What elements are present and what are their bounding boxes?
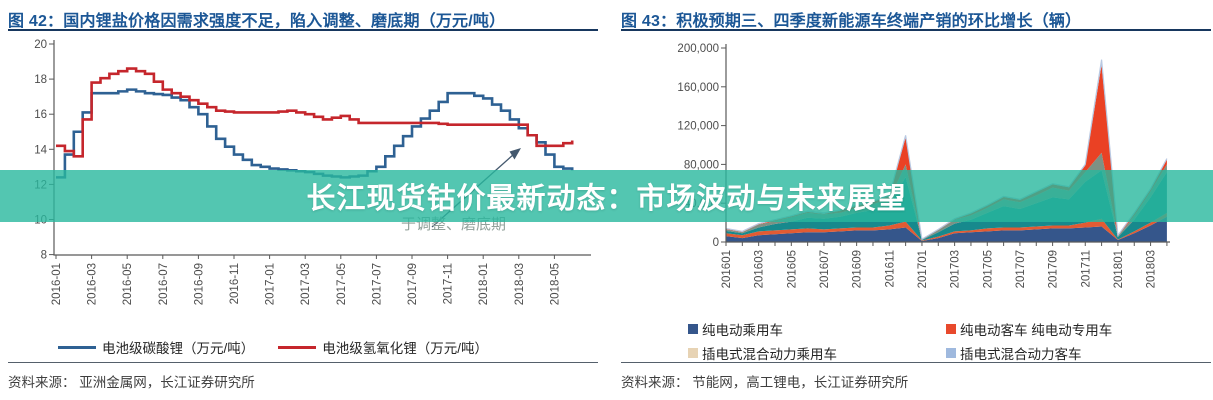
x-axis-label: 2017-05 xyxy=(336,263,348,305)
y-axis-label: 8 xyxy=(41,250,47,262)
legend-swatch xyxy=(688,348,698,358)
area-layer-2 xyxy=(726,170,1167,241)
left-source-text: 资料来源： 亚洲金属网，长江证券研究所 xyxy=(8,375,255,390)
x-axis-label: 2016-05 xyxy=(122,263,134,305)
left-chart-legend: 电池级碳酸锂（万元/吨） 电池级氢氧化锂（万元/吨） xyxy=(58,337,512,357)
legend-label: 纯电动客车 纯电动专用车 xyxy=(960,323,1113,338)
legend-item: 插电式混合动力乘用车 xyxy=(688,343,946,363)
legend-label: 纯电动乘用车 xyxy=(702,323,783,338)
y-axis-label: 160,000 xyxy=(677,82,719,94)
legend-swatch xyxy=(946,324,956,334)
right-chart-legend: 纯电动乘用车 纯电动客车 纯电动专用车插电式混合动力乘用车 插电式混合动力客车 xyxy=(688,319,1112,363)
x-axis-label: 201701 xyxy=(917,250,929,288)
x-axis-label: 2016-09 xyxy=(193,263,205,305)
right-figure-title: 图 43：积极预期三、四季度新能源车终端产销的环比增长（辆） xyxy=(621,13,1082,30)
right-title-rule xyxy=(621,29,1211,31)
legend-swatch xyxy=(946,348,956,358)
series-line-0 xyxy=(56,88,574,179)
legend-line-swatch xyxy=(58,345,96,349)
x-axis-label: 2018-05 xyxy=(549,263,561,305)
y-axis-label: 14 xyxy=(34,144,47,156)
x-axis-label: 201611 xyxy=(884,250,896,288)
x-axis-label: 201607 xyxy=(819,250,831,288)
x-axis-label: 2017-09 xyxy=(407,263,419,305)
left-separator-rule xyxy=(8,362,598,363)
x-axis-label: 201711 xyxy=(1080,250,1092,288)
left-axis xyxy=(53,40,591,256)
legend-line-swatch xyxy=(278,345,317,349)
left-title-rule xyxy=(8,29,598,31)
legend-item: 插电式混合动力客车 xyxy=(946,343,1112,363)
x-axis-label: 201605 xyxy=(786,250,798,288)
x-axis-label: 2017-01 xyxy=(265,263,277,305)
x-axis-label: 201601 xyxy=(721,250,733,288)
x-axis-label: 2016-03 xyxy=(87,263,99,305)
x-axis-label: 2016-01 xyxy=(51,263,63,305)
legend-label: 插电式混合动力客车 xyxy=(960,347,1082,362)
left-figure-title: 图 42：国内锂盐价格因需求强度不足，陷入调整、磨底期（万元/吨） xyxy=(8,13,506,30)
y-axis-label: 18 xyxy=(34,74,47,86)
x-axis-label: 2017-11 xyxy=(443,263,455,304)
y-axis-label: 0 xyxy=(713,237,719,249)
legend-swatch xyxy=(688,324,698,334)
legend-label: 电池级氢氧化锂（万元/吨） xyxy=(322,341,489,356)
legend-label: 电池级碳酸锂（万元/吨） xyxy=(102,341,255,356)
x-axis-label: 201703 xyxy=(950,250,962,288)
legend-label: 插电式混合动力乘用车 xyxy=(702,347,837,362)
x-axis-label: 201803 xyxy=(1146,250,1158,288)
area-layer-3 xyxy=(726,152,1167,240)
area-layer-1 xyxy=(726,212,1167,242)
y-axis-label: 200,000 xyxy=(677,43,719,55)
area-layer-0 xyxy=(726,216,1167,242)
legend-item: 电池级碳酸锂（万元/吨） xyxy=(58,337,254,357)
right-source-text: 资料来源： 节能网，高工锂电，长江证券研究所 xyxy=(621,375,909,390)
x-axis-label: 2018-01 xyxy=(478,263,490,305)
y-axis-label: 20 xyxy=(34,39,47,51)
x-axis-label: 2018-03 xyxy=(514,263,526,305)
x-axis-label: 201707 xyxy=(1015,250,1027,288)
x-axis-label: 201609 xyxy=(852,250,864,288)
x-axis-label: 201705 xyxy=(982,250,994,288)
y-axis-label: 120,000 xyxy=(677,121,719,133)
annotation-arrowhead xyxy=(509,148,521,160)
x-axis-label: 201709 xyxy=(1048,250,1060,288)
legend-item: 纯电动乘用车 xyxy=(688,319,946,339)
x-axis-label: 2016-11 xyxy=(229,263,241,304)
x-axis-label: 201801 xyxy=(1113,250,1125,288)
right-separator-rule xyxy=(621,362,1211,363)
legend-item: 电池级氢氧化锂（万元/吨） xyxy=(278,337,488,357)
x-axis-label: 2017-07 xyxy=(371,263,383,305)
headline-overlay-band: 长江现货钴价最新动态：市场波动与未来展望 xyxy=(0,170,1213,222)
series-line-1 xyxy=(56,67,574,158)
x-axis-label: 201603 xyxy=(754,250,766,288)
headline-overlay-text: 长江现货钴价最新动态：市场波动与未来展望 xyxy=(306,183,907,215)
y-axis-label: 80,000 xyxy=(684,159,719,171)
legend-item: 纯电动客车 纯电动专用车 xyxy=(946,319,1112,339)
lithium-price-line-chart: 81012141618202016-012016-032016-052016-0… xyxy=(34,39,591,305)
x-axis-label: 2017-03 xyxy=(300,263,312,305)
y-axis-label: 16 xyxy=(34,109,47,121)
x-axis-label: 2016-07 xyxy=(158,263,170,305)
